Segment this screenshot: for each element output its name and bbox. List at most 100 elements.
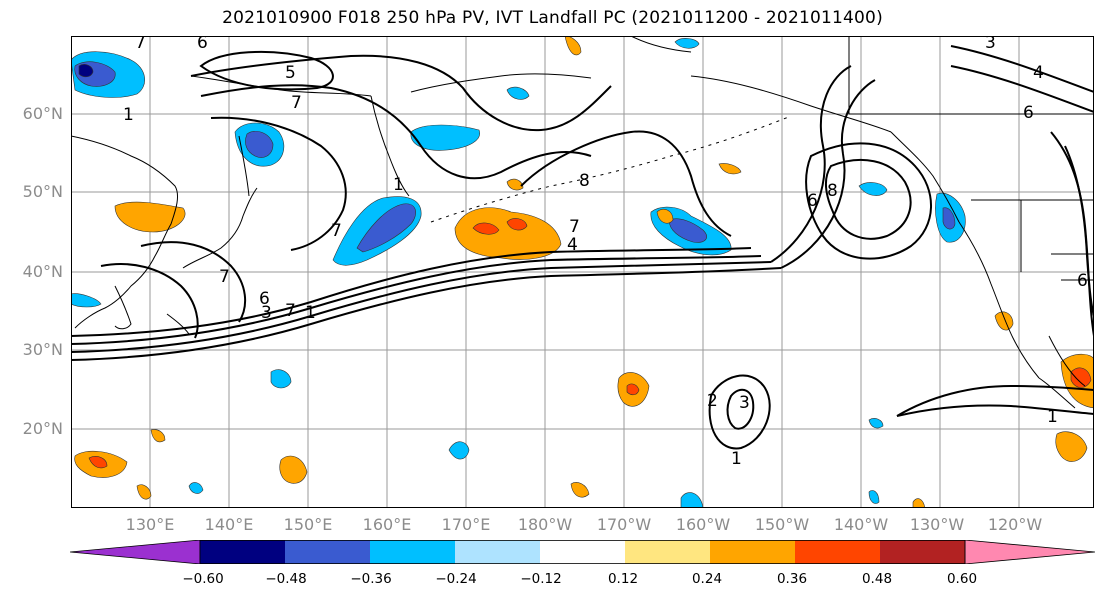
contour-label: 3 bbox=[985, 36, 996, 53]
contour-jet-1 bbox=[71, 247, 752, 337]
colorbar-bin-3 bbox=[370, 540, 455, 564]
contour-west-1 bbox=[140, 241, 247, 323]
contour-label: 8 bbox=[827, 181, 838, 201]
colorbar-bin-9 bbox=[880, 540, 965, 564]
contour-jet-2 bbox=[71, 255, 762, 345]
contour-label: 5 bbox=[285, 63, 296, 83]
pos-anomaly-n6 bbox=[150, 429, 166, 443]
contour-label: 4 bbox=[567, 235, 578, 255]
lon-label-160e: 160°E bbox=[362, 515, 412, 534]
coast-alaska-south bbox=[690, 75, 892, 133]
lat-label-60n: 60°N bbox=[22, 104, 63, 123]
contour-label: 8 bbox=[579, 171, 590, 191]
contour-loop-5 bbox=[199, 50, 334, 91]
plot-title: 2021010900 F018 250 hPa PV, IVT Landfall… bbox=[222, 8, 883, 28]
coast-japan bbox=[166, 187, 258, 335]
colorbar-extend-min bbox=[70, 540, 201, 564]
contour-label: 2 bbox=[707, 391, 718, 411]
pos-anomaly-sw-2 bbox=[279, 455, 308, 484]
coast-aleutians bbox=[430, 115, 792, 223]
contour-label: 4 bbox=[1033, 63, 1044, 83]
lat-label-50n: 50°N bbox=[22, 182, 63, 201]
neg-anomaly-alaska bbox=[674, 38, 700, 49]
contour-label: 7 bbox=[135, 36, 146, 53]
contour-ridge-2 bbox=[780, 79, 876, 269]
lon-label-180w: 180°W bbox=[517, 515, 573, 534]
neg-anomaly-aleutian-core bbox=[668, 218, 707, 243]
contour-east-2 bbox=[896, 404, 1094, 417]
lon-label-150e: 150°E bbox=[283, 515, 333, 534]
lon-label-140e: 140°E bbox=[204, 515, 254, 534]
coast-korea bbox=[114, 285, 132, 330]
contour-label: 1 bbox=[1047, 407, 1058, 427]
colorbar-extend-max bbox=[964, 540, 1095, 564]
neg-anomaly-bc-core bbox=[942, 207, 956, 230]
pos-anomaly-n2 bbox=[570, 482, 590, 498]
pos-anomaly-sw-3 bbox=[136, 484, 152, 500]
contour-label: 6 bbox=[197, 36, 208, 53]
contour-mid-1 bbox=[520, 130, 732, 237]
contour-label: 6 bbox=[807, 191, 818, 211]
contour-label: 6 bbox=[1077, 271, 1088, 291]
coast-alaska-north bbox=[630, 36, 692, 53]
pos-anomaly-bc bbox=[994, 311, 1014, 331]
colorbar-bin-4 bbox=[455, 540, 540, 564]
colorbar-tick-label: 0.48 bbox=[861, 571, 893, 587]
pos-anomaly-n7 bbox=[912, 498, 926, 508]
pos-anomaly-japan-sea bbox=[114, 201, 186, 233]
lon-label-140w: 140°W bbox=[833, 515, 889, 534]
map-svg: 7 6 5 7 1 1 7 7 6 3 7 1 7 4 8 6 8 3 4 6 … bbox=[71, 36, 1094, 508]
contour-trough-east bbox=[805, 142, 932, 260]
coast-border-canada bbox=[848, 36, 1094, 201]
contour-label: 7 bbox=[331, 221, 342, 241]
lon-label-130e: 130°E bbox=[125, 515, 175, 534]
map-panel: 7 6 5 7 1 1 7 7 6 3 7 1 7 4 8 6 8 3 4 6 … bbox=[71, 36, 1094, 508]
contour-ne-4 bbox=[1064, 145, 1094, 317]
pos-anomaly-n4 bbox=[506, 178, 524, 191]
contour-label: 3 bbox=[739, 393, 750, 413]
colorbar-bin-2 bbox=[285, 540, 370, 564]
lon-label-150w: 150°W bbox=[754, 515, 810, 534]
contour-label: 1 bbox=[123, 105, 134, 125]
neg-anomaly-south-4 bbox=[868, 418, 884, 429]
colorbar-bin-7 bbox=[710, 540, 795, 564]
contour-label: 7 bbox=[219, 267, 230, 287]
neg-anomaly-kurils-core bbox=[356, 203, 416, 253]
coast-west-us bbox=[958, 221, 1040, 379]
pos-anomaly-n3 bbox=[656, 208, 674, 224]
contour-label: 1 bbox=[731, 449, 742, 469]
pos-anomaly-central bbox=[454, 207, 562, 260]
contour-cutoff-inner bbox=[726, 388, 755, 430]
contour-ridge-1 bbox=[770, 65, 852, 263]
colorbar-bin-6 bbox=[625, 540, 710, 564]
colorbar-tick-label: −0.24 bbox=[435, 571, 477, 587]
contour-jet-3 bbox=[71, 261, 772, 353]
colorbar-tick-label: 0.60 bbox=[946, 571, 978, 587]
colorbar-bin-1 bbox=[200, 540, 285, 564]
coast-bc bbox=[890, 131, 960, 223]
contour-label: 6 bbox=[259, 289, 270, 309]
contour-label: 3 bbox=[261, 303, 272, 323]
colorbar-tick-label: 0.12 bbox=[607, 571, 639, 587]
contour-ne-1 bbox=[950, 45, 1094, 93]
contour-label: 7 bbox=[285, 301, 296, 321]
contour-north-1 bbox=[190, 54, 612, 132]
neg-anomaly-south-2 bbox=[188, 482, 204, 494]
contour-label: 7 bbox=[569, 217, 580, 237]
contour-label: 1 bbox=[305, 303, 316, 323]
pos-anomaly-n1 bbox=[564, 36, 582, 56]
lon-label-170e: 170°E bbox=[441, 515, 491, 534]
colorbar-bin-8 bbox=[795, 540, 880, 564]
lon-label-130w: 130°W bbox=[909, 515, 965, 534]
neg-anomaly-mid-2 bbox=[448, 441, 470, 460]
colorbar-tick-label: −0.48 bbox=[265, 571, 307, 587]
coast-bering bbox=[410, 73, 592, 93]
coast-asia bbox=[71, 135, 178, 329]
neg-anomaly-mid-1 bbox=[270, 369, 292, 389]
neg-anomaly-west-1 bbox=[71, 293, 102, 308]
colorbar-tick-label: −0.12 bbox=[520, 571, 562, 587]
neg-anomaly-bering bbox=[506, 86, 530, 100]
colorbar-tick-label: 0.36 bbox=[776, 571, 808, 587]
colorbar-bin-5 bbox=[540, 540, 625, 564]
lon-label-170w: 170°W bbox=[596, 515, 652, 534]
